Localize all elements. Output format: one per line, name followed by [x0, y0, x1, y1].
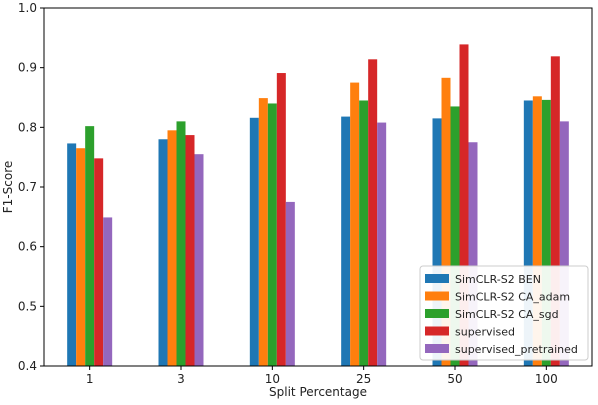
bar	[185, 135, 195, 366]
x-tick-label: 1	[86, 372, 94, 386]
bar	[377, 122, 387, 366]
y-tick-label: 0.8	[18, 120, 37, 134]
bar	[532, 96, 542, 366]
bar	[341, 116, 351, 366]
legend: SimCLR-S2 BEN SimCLR-S2 CA_adam SimCLR-S2 …	[419, 265, 589, 361]
legend-swatch	[425, 309, 449, 318]
bar	[94, 158, 104, 366]
bar	[158, 139, 168, 366]
bar	[194, 154, 204, 366]
bar	[85, 126, 95, 366]
y-tick-label: 1.0	[18, 1, 37, 15]
bar	[258, 98, 268, 366]
bar	[368, 59, 378, 367]
bar	[450, 106, 460, 366]
bar	[267, 103, 277, 366]
legend-label: SimCLR-S2 CA_sgd	[455, 308, 559, 321]
bar	[541, 99, 551, 366]
bar	[350, 82, 360, 366]
legend-label: supervised	[455, 326, 515, 339]
x-axis-ticks: 1 3 10 25 50 100	[86, 366, 558, 386]
y-tick-label: 0.9	[18, 61, 37, 75]
legend-box	[419, 265, 589, 361]
x-tick-label: 10	[265, 372, 280, 386]
x-axis-label: Split Percentage	[269, 385, 367, 399]
y-tick-label: 0.6	[18, 240, 37, 254]
legend-label: SimCLR-S2 BEN	[455, 273, 541, 286]
bar	[441, 77, 451, 366]
bar	[285, 201, 295, 366]
legend-label: SimCLR-S2 CA_adam	[455, 291, 570, 304]
bar	[67, 143, 77, 366]
legend-label: supervised_pretrained	[455, 343, 578, 356]
bars-layer	[67, 44, 569, 367]
bar	[276, 73, 286, 366]
bar	[76, 148, 86, 366]
x-tick-label: 50	[447, 372, 462, 386]
bar	[559, 121, 569, 367]
y-tick-label: 0.7	[18, 180, 37, 194]
bar	[550, 56, 560, 366]
bar	[176, 121, 186, 367]
bar	[249, 117, 259, 366]
bar	[359, 100, 369, 366]
bar	[459, 44, 469, 367]
bar	[468, 142, 478, 366]
bar	[167, 130, 177, 366]
y-tick-label: 0.4	[18, 359, 37, 373]
x-tick-label: 25	[356, 372, 371, 386]
x-tick-label: 3	[177, 372, 185, 386]
y-tick-label: 0.5	[18, 299, 37, 313]
bar	[523, 100, 533, 366]
legend-swatch	[425, 344, 449, 353]
legend-swatch	[425, 326, 449, 336]
y-axis-label: F1-Score	[1, 161, 15, 213]
legend-swatch	[425, 291, 449, 301]
y-axis-ticks: 0.4 0.5 0.6 0.7 0.8 0.9 1.0	[18, 1, 44, 373]
legend-swatch	[425, 274, 449, 283]
x-tick-label: 100	[535, 372, 558, 386]
bar	[432, 118, 442, 366]
bar	[103, 217, 113, 366]
